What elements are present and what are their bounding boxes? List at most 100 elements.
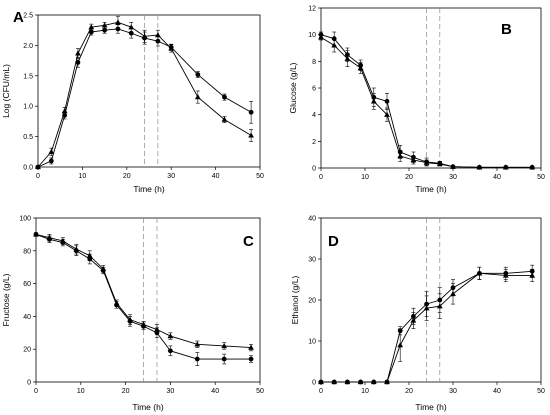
panel-letter: D [328, 233, 339, 250]
x-tick-label: 40 [493, 388, 501, 395]
data-point-circle [168, 348, 173, 354]
y-tick-label: 0 [312, 380, 316, 387]
data-point-circle [102, 27, 107, 33]
plot-frame [37, 14, 261, 168]
data-point-triangle [248, 344, 254, 350]
series-triangle [33, 231, 254, 352]
y-tick-label: 0.0 [23, 165, 33, 172]
data-point-triangle [370, 98, 377, 104]
data-point-triangle [194, 341, 201, 347]
data-point-circle [194, 356, 200, 362]
data-point-triangle [370, 379, 377, 385]
data-point-triangle [529, 272, 536, 278]
y-tick-label: 2.5 [23, 13, 33, 20]
data-point-triangle [154, 326, 160, 332]
x-tick-label: 10 [361, 388, 369, 395]
data-point-triangle [397, 153, 404, 159]
data-point-triangle [140, 321, 147, 327]
data-point-triangle [384, 111, 390, 117]
y-tick-label: 60 [23, 281, 31, 288]
data-point-triangle [476, 270, 483, 276]
x-tick-label: 40 [493, 174, 501, 181]
y-tick-label: 100 [19, 216, 31, 223]
data-point-triangle [167, 333, 174, 339]
data-point-circle [75, 60, 81, 65]
data-point-triangle [384, 379, 390, 385]
data-point-circle [248, 356, 254, 362]
data-point-triangle [344, 55, 351, 61]
data-point-circle [48, 158, 54, 164]
panel-a: 0 10 20 30 40 50 0.0 0.5 1.0 1.5 2.0 2.5 Time (h) Log… [1, 9, 264, 194]
x-tick-label: 10 [77, 388, 85, 395]
x-tick-label: 0 [319, 174, 323, 181]
x-tick-label: 0 [319, 388, 323, 395]
y-tick-label: 0 [27, 380, 31, 387]
data-point-circle [248, 109, 254, 115]
x-axis-title: Time (h) [132, 402, 163, 412]
x-tick-label: 40 [211, 388, 219, 395]
panel-letter: B [501, 21, 512, 38]
data-point-circle [221, 356, 227, 362]
data-point-triangle [318, 379, 324, 385]
series-line [37, 28, 252, 168]
y-axis-title: Fructose (g/L) [1, 273, 11, 326]
data-point-triangle [502, 272, 509, 278]
x-tick-label: 10 [79, 173, 87, 180]
data-point-triangle [101, 22, 108, 28]
data-point-triangle [154, 32, 161, 38]
data-point-triangle [397, 342, 404, 348]
x-axis-title: Time (h) [415, 402, 446, 412]
y-tick-label: 2.0 [23, 43, 33, 50]
plot-frame [35, 217, 261, 383]
y-tick-label: 40 [23, 314, 31, 321]
data-point-circle [195, 72, 201, 77]
y-tick-label: 0 [312, 166, 316, 173]
data-point-triangle [331, 42, 338, 48]
y-tick-label: 10 [308, 339, 316, 346]
data-point-triangle [529, 164, 536, 170]
x-tick-label: 10 [361, 174, 369, 181]
x-tick-label: 30 [449, 388, 457, 395]
data-point-triangle [100, 265, 107, 272]
x-tick-label: 20 [405, 388, 413, 395]
data-point-triangle [357, 379, 364, 385]
y-tick-label: 4 [312, 112, 316, 119]
series-line [37, 21, 252, 168]
data-point-triangle [86, 252, 93, 258]
x-tick-label: 20 [123, 173, 131, 180]
data-point-triangle [46, 234, 53, 240]
data-point-triangle [194, 94, 201, 100]
series-triangle [318, 34, 536, 170]
series-line [321, 272, 533, 383]
y-tick-label: 1.5 [23, 73, 33, 80]
x-tick-label: 30 [167, 173, 175, 180]
plot-frame [320, 217, 542, 383]
data-point-triangle [221, 116, 228, 122]
data-point-triangle [168, 45, 175, 51]
data-point-triangle [61, 108, 68, 114]
y-tick-label: 6 [312, 86, 316, 93]
y-tick-label: 20 [23, 347, 31, 354]
series-line [35, 233, 252, 360]
data-point-triangle [113, 300, 120, 306]
data-point-triangle [436, 161, 443, 167]
y-tick-label: 0.5 [23, 134, 33, 141]
x-tick-label: 50 [256, 388, 264, 395]
data-point-triangle [318, 34, 324, 40]
y-axis-title: Ethanol (g/L) [290, 275, 300, 324]
x-axis-title: Time (h) [133, 184, 164, 194]
data-point-triangle [75, 50, 81, 56]
panel-b: 0 10 20 30 40 50 0 2 4 6 8 10 12 Time (h) Glucose (g/L… [288, 6, 545, 195]
y-tick-label: 8 [312, 59, 316, 66]
data-point-triangle [115, 19, 121, 25]
y-tick-label: 20 [308, 298, 316, 305]
data-point-circle [384, 98, 390, 104]
y-tick-label: 40 [308, 216, 316, 223]
y-axis-title: Glucose (g/L) [288, 62, 298, 113]
y-tick-label: 12 [308, 6, 316, 13]
data-point-triangle [331, 379, 338, 385]
series-triangle [318, 266, 536, 385]
data-point-triangle [141, 33, 148, 39]
